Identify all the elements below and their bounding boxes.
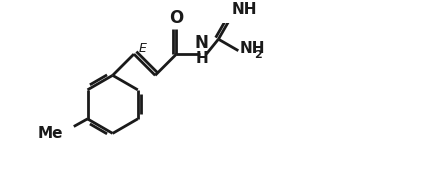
Text: Me: Me <box>37 126 63 141</box>
Text: N: N <box>194 34 208 52</box>
Text: NH: NH <box>231 2 256 17</box>
Text: H: H <box>195 51 207 66</box>
Text: E: E <box>138 42 147 55</box>
Text: 2: 2 <box>254 50 262 60</box>
Text: O: O <box>169 9 183 27</box>
Text: NH: NH <box>239 41 265 56</box>
